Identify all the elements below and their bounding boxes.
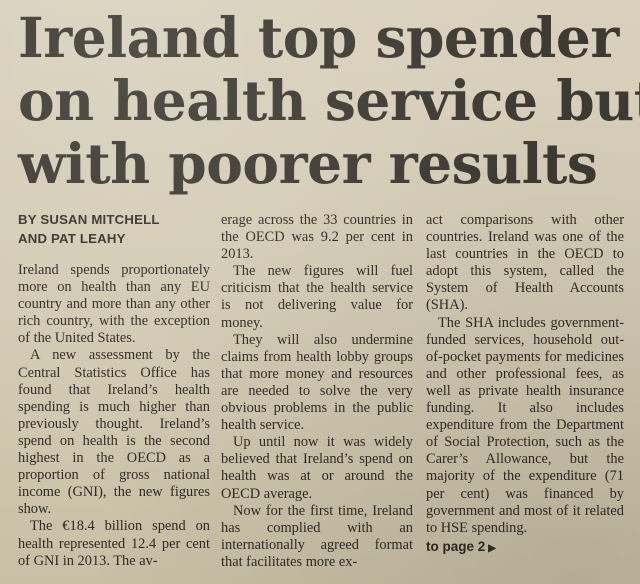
triangle-right-icon: ▶	[488, 542, 496, 554]
continued-link[interactable]: to page 2 ▶	[426, 538, 624, 557]
byline: BY SUSAN MITCHELL AND PAT LEAHY	[18, 210, 210, 248]
paragraph-7-tail: act comparisons with other countries. Ir…	[426, 212, 624, 314]
headline-line-3: with poorer results	[18, 131, 598, 196]
continued-label: to page 2	[426, 538, 486, 554]
headline-line-1: Ireland top spender	[18, 5, 619, 70]
paragraph-1: Ireland spends proportionately more on h…	[18, 262, 210, 347]
article-column-3: act comparisons with other countries. Ir…	[426, 212, 624, 557]
paragraph-3-tail: erage across the 33 countries in the OEC…	[221, 212, 413, 263]
byline-line-1: BY SUSAN MITCHELL	[18, 212, 160, 227]
headline-line-2: on health service but	[18, 68, 640, 133]
byline-line-2: AND PAT LEAHY	[18, 231, 126, 246]
paragraph-4: The new figures will fuel criticism that…	[221, 263, 413, 331]
paragraph-6: Up until now it was widely believed that…	[221, 434, 413, 502]
article-column-2: erage across the 33 countries in the OEC…	[221, 212, 413, 571]
article-column-1: BY SUSAN MITCHELL AND PAT LEAHY Ireland …	[18, 210, 210, 570]
paragraph-7-head: Now for the first time, Ireland has comp…	[221, 502, 413, 570]
paragraph-8: The SHA includes government-funded servi…	[426, 314, 624, 536]
headline: Ireland top spender on health service bu…	[18, 5, 640, 196]
paragraph-5: They will also undermine claims from hea…	[221, 331, 413, 434]
paragraph-3-head: The €18.4 billion spend on health repres…	[18, 518, 210, 569]
paragraph-2: A new assessment by the Central Statisti…	[18, 347, 210, 518]
